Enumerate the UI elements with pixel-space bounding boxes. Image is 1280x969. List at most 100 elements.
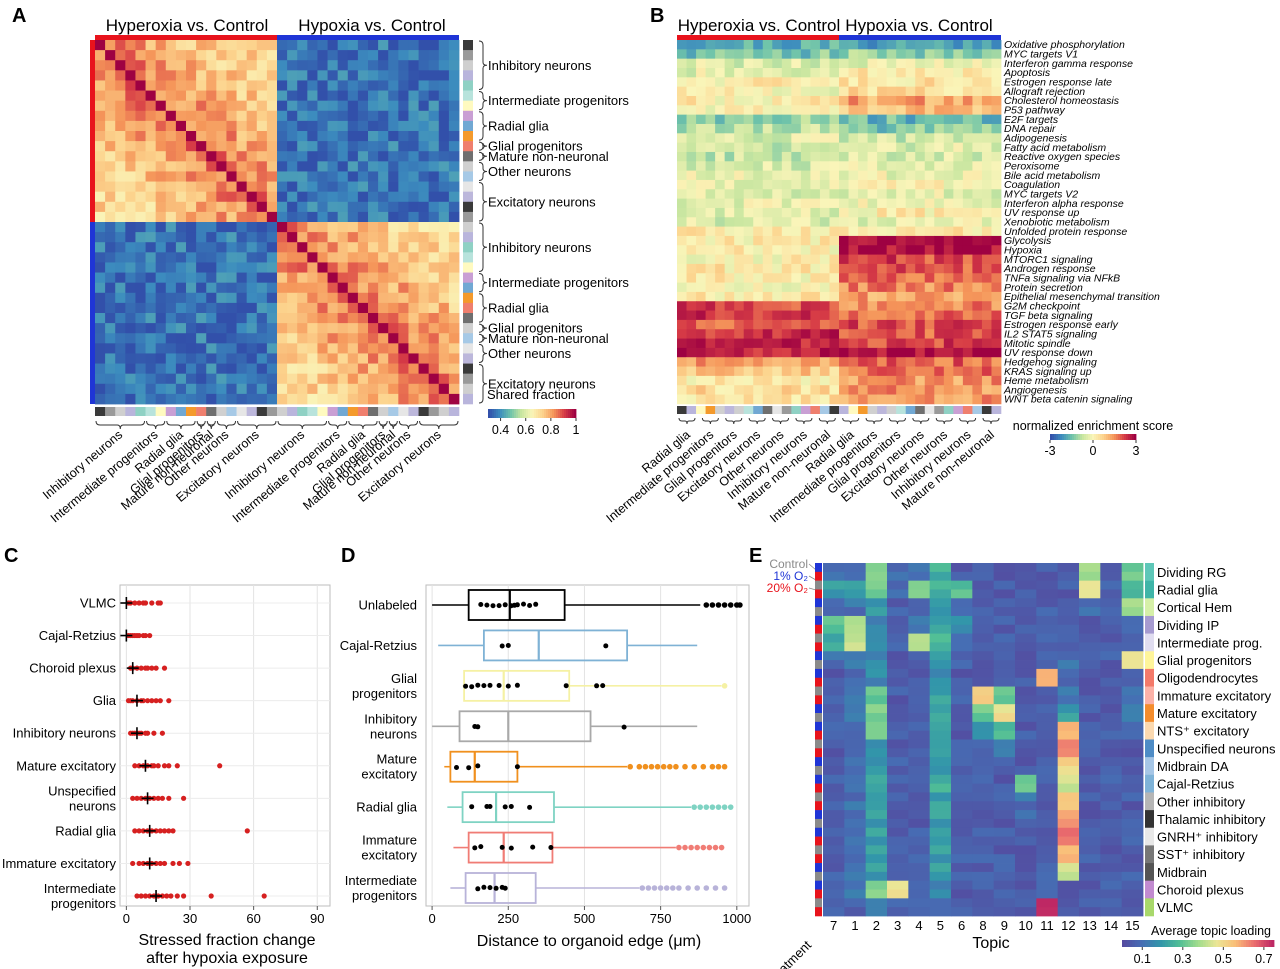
heatmap-cell: [800, 161, 811, 172]
heatmap-cell: [105, 323, 116, 334]
heatmap-cell: [819, 385, 830, 395]
heatmap-cell: [95, 353, 106, 364]
heatmap-cell: [829, 133, 840, 144]
heatmap-cell: [1121, 783, 1144, 793]
heatmap-cell: [724, 133, 735, 144]
heatmap-cell: [357, 201, 369, 213]
cluster-label: Unspecified neurons: [1157, 741, 1276, 756]
heatmap-cell: [762, 226, 773, 237]
heatmap-cell: [823, 563, 845, 573]
heatmap-cell: [753, 375, 764, 386]
heatmap-cell: [762, 170, 773, 181]
heatmap-cell: [844, 607, 867, 617]
heatmap-cell: [867, 217, 878, 227]
heatmap-cell: [772, 245, 783, 255]
heatmap-cell: [915, 95, 926, 106]
heatmap-cell: [428, 211, 440, 223]
heatmap-cell: [1100, 871, 1123, 882]
heatmap-cell: [135, 60, 146, 71]
heatmap-cell: [398, 211, 409, 223]
heatmap-cell: [924, 189, 935, 200]
topic-tick-label: 8: [979, 918, 986, 933]
heatmap-cell: [981, 375, 992, 386]
heatmap-cell: [867, 142, 878, 153]
heatmap-cell: [858, 142, 868, 153]
heatmap-cell: [1015, 836, 1037, 846]
heatmap-cell: [848, 357, 859, 367]
heatmap-cell: [105, 171, 116, 182]
heatmap-cell: [924, 142, 935, 153]
heatmap-cell: [165, 252, 177, 263]
heatmap-cell: [915, 319, 926, 330]
heatmap-cell: [715, 207, 726, 218]
heatmap-cell: [236, 383, 248, 395]
panel-a-group-title-hypoxia: Hypoxia vs. Control: [298, 16, 445, 35]
heatmap-cell: [307, 323, 318, 334]
heatmap-cell: [934, 375, 945, 386]
heatmap-cell: [378, 383, 389, 395]
heatmap-cell: [951, 774, 973, 785]
colorbar-segment: [1122, 434, 1125, 440]
cluster-swatch: [1145, 739, 1154, 758]
heatmap-cell: [734, 357, 745, 367]
heatmap-cell: [991, 170, 1002, 181]
heatmap-cell: [908, 748, 931, 758]
col-cell-type-swatch: [135, 407, 146, 416]
heatmap-cell: [972, 827, 995, 837]
heatmap-cell: [277, 323, 288, 334]
heatmap-cell: [1057, 783, 1080, 793]
heatmap-cell: [135, 40, 146, 51]
heatmap-cell: [823, 615, 845, 626]
heatmap-cell: [823, 757, 845, 767]
heatmap-cell: [438, 302, 450, 314]
heatmap-cell: [327, 242, 339, 253]
heatmap-cell: [848, 189, 859, 200]
heatmap-cell: [115, 80, 126, 91]
heatmap-cell: [858, 301, 868, 311]
heatmap-cell: [934, 226, 945, 237]
heatmap-cell: [1015, 633, 1037, 643]
heatmap-cell: [972, 123, 983, 134]
heatmap-cell: [686, 310, 697, 321]
heatmap-cell: [791, 329, 802, 339]
heatmap-cell: [972, 263, 983, 274]
heatmap-cell: [886, 347, 897, 358]
heatmap-cell: [953, 226, 964, 237]
heatmap-cell: [823, 765, 845, 776]
heatmap-cell: [95, 373, 106, 385]
heatmap-cell: [839, 207, 849, 218]
heatmap-cell: [781, 235, 792, 246]
heatmap-cell: [823, 704, 845, 714]
heatmap-cell: [448, 363, 460, 375]
heatmap-cell: [1079, 748, 1101, 758]
col-cell-type-swatch: [829, 406, 840, 414]
heatmap-cell: [1036, 818, 1059, 829]
heatmap-cell: [186, 252, 197, 263]
heatmap-cell: [327, 201, 339, 213]
heatmap-cell: [981, 273, 992, 283]
heatmap-cell: [877, 291, 888, 302]
heatmap-cell: [175, 222, 187, 233]
heatmap-cell: [810, 366, 821, 377]
heatmap-cell: [819, 310, 830, 321]
hyperoxia-col-bar: [677, 35, 839, 40]
outlier-point: [721, 885, 728, 891]
data-point: [136, 600, 142, 606]
heatmap-cell: [791, 385, 802, 395]
treatment-swatch: [815, 863, 822, 873]
heatmap-cell: [715, 273, 726, 283]
treatment-swatch: [815, 642, 822, 652]
heatmap-cell: [418, 40, 430, 51]
heatmap-cell: [877, 394, 888, 405]
heatmap-cell: [981, 179, 992, 190]
heatmap-cell: [908, 660, 931, 670]
heatmap-cell: [844, 571, 867, 582]
heatmap-cell: [1121, 898, 1144, 908]
heatmap-cell: [929, 836, 952, 846]
heatmap-cell: [277, 110, 288, 122]
heatmap-cell: [1015, 889, 1037, 899]
heatmap-cell: [347, 323, 359, 334]
heatmap-cell: [105, 131, 116, 142]
heatmap-cell: [216, 120, 227, 132]
heatmap-cell: [705, 86, 716, 97]
